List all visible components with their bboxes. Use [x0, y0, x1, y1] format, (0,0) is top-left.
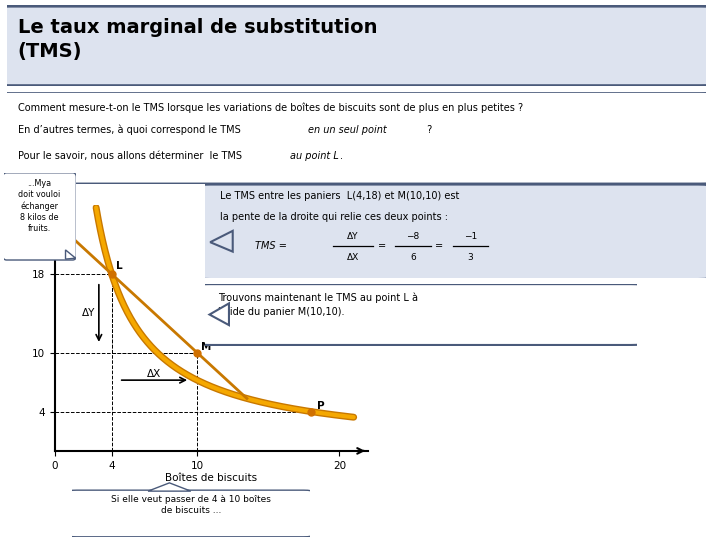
Text: ΔY: ΔY [347, 232, 359, 241]
Text: ΔX: ΔX [148, 369, 161, 379]
Text: =: = [436, 241, 444, 251]
Text: Comment mesure-t-on le TMS lorsque les variations de boîtes de biscuits sont de : Comment mesure-t-on le TMS lorsque les v… [18, 103, 523, 113]
FancyBboxPatch shape [67, 490, 313, 537]
Text: L: L [116, 261, 122, 271]
Polygon shape [66, 250, 76, 259]
FancyBboxPatch shape [197, 284, 644, 345]
Text: la pente de la droite qui relie ces deux points :: la pente de la droite qui relie ces deux… [220, 212, 449, 222]
Text: 6: 6 [410, 253, 415, 262]
Text: 3: 3 [467, 253, 473, 262]
Polygon shape [148, 483, 191, 491]
Text: Pour le savoir, nous allons déterminer  le TMS: Pour le savoir, nous allons déterminer l… [18, 151, 245, 160]
Text: Le TMS entre les paniers  L(4,18) et M(10,10) est: Le TMS entre les paniers L(4,18) et M(10… [220, 191, 459, 201]
Text: en un seul point: en un seul point [307, 125, 386, 135]
Text: M: M [202, 342, 212, 352]
Text: TMS =: TMS = [256, 241, 290, 251]
Text: ?: ? [424, 125, 433, 135]
Text: Le taux marginal de substitution
(TMS): Le taux marginal de substitution (TMS) [18, 18, 377, 60]
FancyBboxPatch shape [3, 173, 76, 260]
FancyBboxPatch shape [0, 6, 720, 85]
X-axis label: Boîtes de biscuits: Boîtes de biscuits [166, 474, 257, 483]
Text: ...Mya
doit vouloi
échanger
8 kilos de
fruits.: ...Mya doit vouloi échanger 8 kilos de f… [19, 179, 60, 233]
Polygon shape [210, 303, 229, 325]
Text: Si elle veut passer de 4 à 10 boîtes
de biscuits ...: Si elle veut passer de 4 à 10 boîtes de … [111, 495, 271, 515]
Text: −8: −8 [406, 232, 420, 241]
Text: Trouvons maintenant le TMS au point L à
l’aide du panier M(10,10).: Trouvons maintenant le TMS au point L à … [218, 293, 418, 316]
Text: ΔX: ΔX [347, 253, 359, 262]
Text: En d’autres termes, à quoi correspond le TMS: En d’autres termes, à quoi correspond le… [18, 125, 243, 136]
Text: P: P [317, 401, 324, 410]
Text: au point L: au point L [290, 151, 339, 160]
Text: −1: −1 [464, 232, 477, 241]
Text: ΔY: ΔY [82, 308, 96, 318]
Text: .: . [341, 151, 343, 160]
FancyBboxPatch shape [0, 92, 720, 184]
FancyBboxPatch shape [195, 185, 713, 279]
Polygon shape [210, 231, 233, 252]
Text: =: = [378, 241, 386, 251]
